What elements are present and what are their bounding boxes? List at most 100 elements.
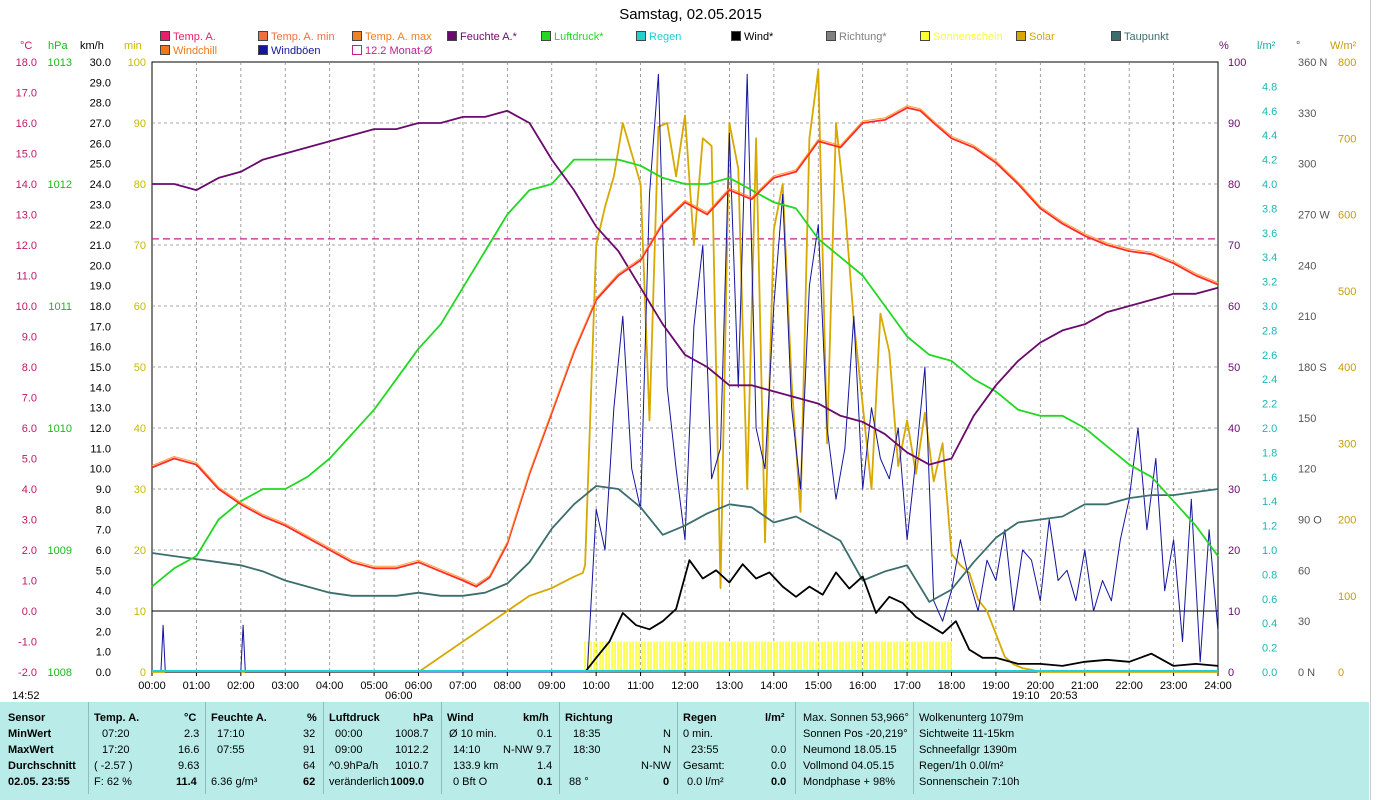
legend-item: Richtung* <box>826 31 887 43</box>
rain-tick-label: 0.0 <box>1262 667 1277 679</box>
legend-item: Taupunkt <box>1111 31 1169 43</box>
wind-tick-label: 17.0 <box>90 321 111 333</box>
rain-tick-label: 3.4 <box>1262 252 1277 264</box>
humidity-tick-label: 20 <box>1228 545 1240 557</box>
wind-tick-label: 30.0 <box>90 57 111 69</box>
temp-tick-label: 11.0 <box>16 271 37 283</box>
legend-item: Sonnenschein <box>920 31 1003 43</box>
richtung-r1-time: 18:35 <box>573 728 601 740</box>
wind-tick-label: 14.0 <box>90 382 111 394</box>
direction-tick-label: 330 <box>1298 108 1316 120</box>
legend-swatch <box>258 31 268 41</box>
temp-min-val: 2.3 <box>184 728 200 740</box>
sonne-row: Max. Sonnen 53,966° <box>803 712 909 724</box>
legend-label: Luftdruck* <box>554 31 604 43</box>
x-tick-label: 01:00 <box>183 680 211 692</box>
wind-tick-label: 23.0 <box>90 199 111 211</box>
col-wind: Wind km/h Ø 10 min. 0.1 14:10 N-NW 9.7 1… <box>441 702 560 794</box>
col-temp: Temp. A. °C 07:20 2.3 17:20 16.6 ( -2.57… <box>88 702 206 794</box>
wind-tick-label: 13.0 <box>90 403 111 415</box>
direction-tick-label: 210 <box>1298 311 1316 323</box>
direction-tick-label: 270 W <box>1298 210 1330 222</box>
sonne-row: Mondphase + 98% <box>803 776 896 788</box>
sun-minutes-tick-label: 50 <box>134 362 146 374</box>
wind-tick-label: 1.0 <box>96 647 111 659</box>
col-wolken: Wolkenunterg 1079m Sichtweite 11-15km Sc… <box>913 702 1031 794</box>
feuchte-abs: 6.36 g/m³ <box>211 776 258 788</box>
legend-item: Feuchte A.* <box>447 31 517 43</box>
wind-tick-label: 21.0 <box>90 240 111 252</box>
sonne-row: Sonnen Pos -20,219° <box>803 728 908 740</box>
solar-tick-label: 300 <box>1338 438 1356 450</box>
pressure-tick-label: 1013 <box>48 57 72 69</box>
feuchte-max-val: 91 <box>303 744 316 756</box>
x-tick-label: 23:00 <box>1160 680 1188 692</box>
col-feuchte: Feuchte A. % 17:10 32 07:55 91 64 6.36 g… <box>205 702 324 794</box>
temp-tick-label: 12.0 <box>16 240 37 252</box>
x-tick-label: 22:00 <box>1115 680 1143 692</box>
temp-tick-label: 4.0 <box>22 484 37 496</box>
direction-tick-label: 240 <box>1298 260 1316 272</box>
legend-swatch <box>447 31 457 41</box>
temp-line <box>151 106 1219 588</box>
wind-tick-label: 5.0 <box>96 565 111 577</box>
rain-tick-label: 4.2 <box>1262 155 1277 167</box>
direction-tick-label: 300 <box>1298 159 1316 171</box>
solar-tick-label: 700 <box>1338 133 1356 145</box>
legend-item: Windböen <box>258 45 321 57</box>
wind-tick-label: 12.0 <box>90 423 111 435</box>
temp-tick-label: 7.0 <box>22 393 37 405</box>
humidity-tick-label: 10 <box>1228 606 1240 618</box>
solar-line <box>152 68 1218 673</box>
temp-f: F: 62 % <box>94 776 132 788</box>
unit-percent: % <box>1219 40 1229 52</box>
humidity-line <box>152 109 1219 466</box>
rain-tick-label: 1.6 <box>1262 472 1277 484</box>
wind-r1-label: Ø 10 min. <box>449 728 497 740</box>
rain-tick-label: 3.2 <box>1262 277 1277 289</box>
rain-tick-label: 2.0 <box>1262 423 1277 435</box>
legend-item: Temp. A. <box>160 31 216 43</box>
x-tick-label: 14:00 <box>760 680 788 692</box>
solar-tick-label: 200 <box>1338 515 1356 527</box>
humidity-tick-label: 50 <box>1228 362 1240 374</box>
direction-tick-label: 60 <box>1298 565 1310 577</box>
sun-minutes-tick-label: 90 <box>134 118 146 130</box>
richtung-r2-dir: N <box>663 744 671 756</box>
wind-line <box>584 559 1219 673</box>
legend-label: Windböen <box>271 45 321 57</box>
legend-label: Temp. A. <box>173 31 216 43</box>
x-tick-label: 12:00 <box>671 680 699 692</box>
luftdruck-min-time: 00:00 <box>335 728 363 740</box>
sun-minutes-tick-label: 0 <box>140 667 146 679</box>
rain-tick-label: 4.4 <box>1262 130 1277 142</box>
rain-tick-label: 1.4 <box>1262 496 1277 508</box>
temp-max-time: 17:20 <box>102 744 130 756</box>
legend-label: Sonnenschein <box>933 31 1003 43</box>
rain-tick-label: 0.4 <box>1262 618 1277 630</box>
wind-tick-label: 16.0 <box>90 342 111 354</box>
wind-tick-label: 28.0 <box>90 98 111 110</box>
wind-tick-label: 18.0 <box>90 301 111 313</box>
legend-item: Luftdruck* <box>541 31 604 43</box>
temp-tick-label: 15.0 <box>16 149 37 161</box>
maxwert-label: MaxWert <box>8 744 54 756</box>
luftdruck-avg-val: 1010.7 <box>395 760 429 772</box>
temp-tick-label: 13.0 <box>16 210 37 222</box>
x-tick-label: 21:00 <box>1071 680 1099 692</box>
weather-chart: 00:00 01:00 02:00 03:00 04:00 05:00 06:00 07:00… <box>16 57 1357 692</box>
sun-minutes-tick-label: 60 <box>134 301 146 313</box>
wind-tick-label: 11.0 <box>90 443 111 455</box>
legend-label: Taupunkt <box>1124 31 1169 43</box>
stats-panel: Sensor MinWert MaxWert Durchschnitt 02.0… <box>0 702 1369 800</box>
temp-tick-label: 14.0 <box>16 179 37 191</box>
humidity-tick-label: 40 <box>1228 423 1240 435</box>
rain-tick-label: 0.8 <box>1262 569 1277 581</box>
x-tick-label: 10:00 <box>582 680 610 692</box>
pressure-tick-label: 1009 <box>48 545 72 557</box>
x-tick-label: 00:00 <box>138 680 166 692</box>
luftdruck-header: Luftdruck <box>329 712 380 724</box>
humidity-tick-label: 60 <box>1228 301 1240 313</box>
rain-tick-label: 4.6 <box>1262 106 1277 118</box>
direction-tick-label: 0 N <box>1298 667 1315 679</box>
